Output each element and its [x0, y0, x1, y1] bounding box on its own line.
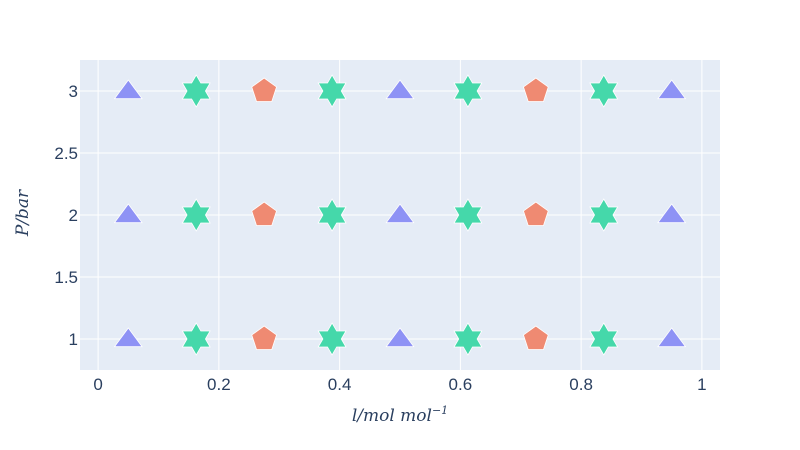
x-axis-title-text: l/mol mol	[352, 406, 432, 426]
data-points	[113, 74, 687, 356]
y-tick-label: 1	[69, 330, 78, 349]
x-axis-ticks: 0 0.2 0.4 0.6 0.8 1	[93, 375, 706, 394]
hexagram-marker	[317, 74, 347, 108]
hexagram-marker	[453, 198, 483, 232]
pentagon-marker	[251, 77, 277, 102]
y-axis-title: P/bar	[13, 189, 33, 237]
x-tick-label: 0.2	[207, 375, 231, 394]
triangle-marker	[113, 327, 143, 348]
triangle-marker	[385, 79, 415, 100]
hexagram-marker	[453, 322, 483, 356]
hexagram-marker	[589, 198, 619, 232]
hexagram-marker	[181, 322, 211, 356]
triangle-marker	[657, 327, 687, 348]
triangle-marker	[113, 203, 143, 224]
y-tick-label: 1.5	[54, 268, 78, 287]
pentagon-marker	[251, 325, 277, 350]
pentagon-marker	[523, 201, 549, 226]
triangle-marker	[385, 203, 415, 224]
x-tick-label: 0.4	[328, 375, 352, 394]
y-axis-ticks: 1 1.5 2 2.5 3	[54, 82, 78, 349]
x-axis-title-superscript: −1	[432, 404, 448, 417]
y-tick-label: 2.5	[54, 144, 78, 163]
pentagon-marker	[523, 325, 549, 350]
triangle-marker	[113, 79, 143, 100]
y-tick-label: 2	[69, 206, 78, 225]
x-tick-label: 0.6	[449, 375, 473, 394]
hexagram-marker	[453, 74, 483, 108]
hexagram-marker	[181, 74, 211, 108]
hexagram-marker	[317, 322, 347, 356]
triangle-marker	[657, 79, 687, 100]
hexagram-marker	[589, 74, 619, 108]
x-tick-label: 0.8	[569, 375, 593, 394]
y-tick-label: 3	[69, 82, 78, 101]
triangle-marker	[385, 327, 415, 348]
hexagram-marker	[181, 198, 211, 232]
triangle-marker	[657, 203, 687, 224]
pentagon-marker	[251, 201, 277, 226]
x-tick-label: 0	[93, 375, 102, 394]
pentagon-marker	[523, 77, 549, 102]
x-tick-label: 1	[697, 375, 706, 394]
x-axis-title: l/mol mol−1	[352, 404, 448, 426]
hexagram-marker	[589, 322, 619, 356]
hexagram-marker	[317, 198, 347, 232]
